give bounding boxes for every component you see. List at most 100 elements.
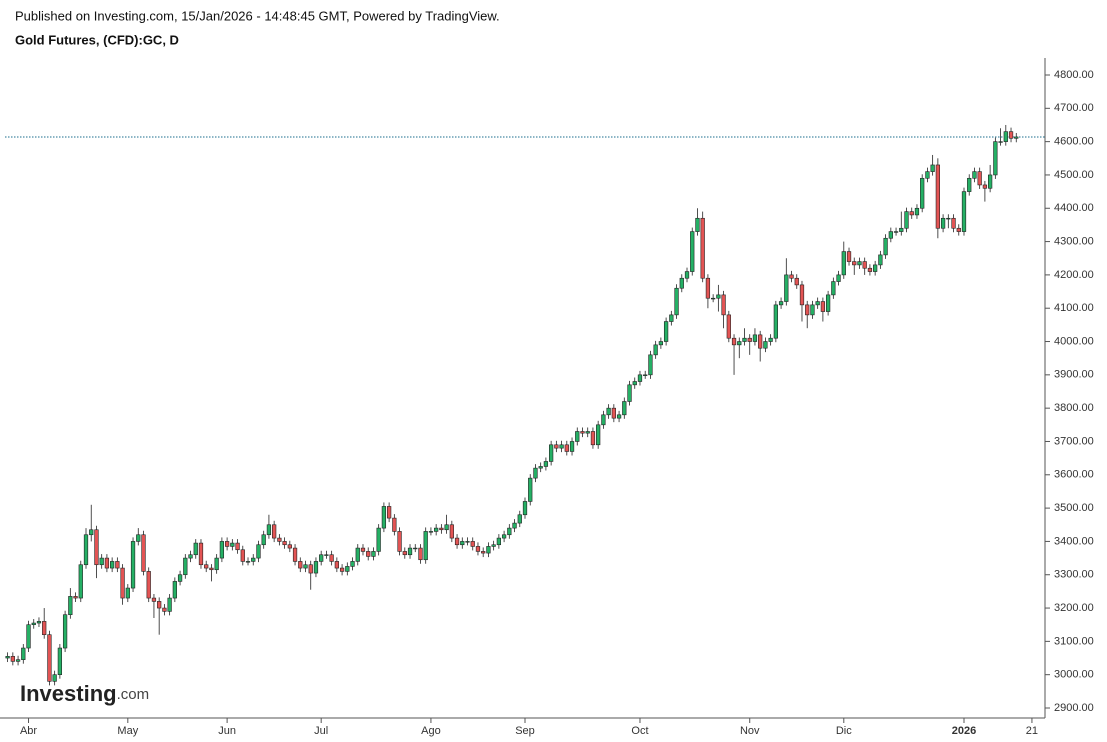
candle-body — [434, 527, 439, 532]
candle-body — [820, 301, 826, 312]
candle-body — [961, 191, 967, 232]
candle-body — [700, 217, 705, 279]
candle-body — [334, 561, 339, 569]
y-tick-label: 3800.00 — [1054, 402, 1094, 414]
y-tick-label: 4300.00 — [1054, 235, 1094, 247]
candle-body — [888, 231, 893, 239]
candle-body — [731, 337, 737, 346]
candle-body — [115, 561, 120, 569]
candle-body — [616, 414, 622, 419]
y-tick-label: 3400.00 — [1054, 535, 1094, 547]
candle-body — [538, 466, 543, 469]
candle-body — [533, 467, 538, 479]
watermark-main: Investing — [20, 681, 117, 706]
candle-body — [345, 566, 350, 572]
x-tick-label: 21 — [1026, 725, 1038, 737]
candle-body — [674, 287, 679, 316]
candle-body — [789, 274, 794, 279]
candle-body — [653, 344, 658, 356]
candle-body — [15, 659, 21, 662]
candle-body — [376, 527, 381, 552]
candle-body — [261, 534, 266, 546]
candle-body — [277, 537, 282, 542]
candle-body — [763, 341, 768, 349]
candle-body — [507, 527, 512, 536]
candle-body — [5, 656, 10, 659]
candle-body — [68, 596, 73, 616]
candle-body — [486, 546, 491, 554]
candle-body — [601, 414, 606, 426]
candle-body — [141, 534, 146, 572]
candle-body — [104, 557, 110, 569]
candle-body — [162, 607, 167, 612]
candle-body — [1008, 131, 1014, 139]
candle-body — [292, 547, 298, 562]
candle-body — [42, 621, 47, 636]
candle-body — [454, 537, 460, 546]
y-tick-label: 4400.00 — [1054, 202, 1094, 214]
candle-body — [904, 211, 909, 229]
candle-body — [873, 264, 878, 272]
candle-body — [120, 567, 125, 599]
candle-body — [867, 267, 873, 272]
candle-body — [909, 211, 914, 216]
watermark-suffix: .com — [117, 686, 150, 703]
instrument-title: Gold Futures, (CFD):GC, D — [15, 32, 179, 47]
candle-body — [972, 171, 977, 179]
candle-body — [460, 541, 465, 546]
candle-body — [397, 531, 402, 552]
candle-body — [366, 551, 371, 557]
candle-body — [977, 171, 982, 186]
candle-body — [611, 407, 616, 419]
candle-body — [522, 501, 528, 516]
candle-body — [272, 524, 277, 539]
candle-body — [151, 597, 157, 602]
x-tick-label: Jun — [218, 725, 236, 737]
candle-body — [967, 177, 972, 192]
candle-body — [987, 174, 993, 189]
y-tick-label: 4700.00 — [1054, 102, 1094, 114]
candle-body — [632, 381, 637, 386]
candle-body — [914, 207, 920, 216]
candle-body — [831, 281, 836, 296]
candle-body — [110, 561, 115, 569]
candle-body — [183, 557, 188, 576]
candle-body — [679, 277, 684, 289]
candle-body — [742, 337, 747, 342]
candle-body — [36, 621, 42, 624]
candle-body — [684, 271, 690, 279]
candle-body — [308, 564, 313, 574]
candle-body — [543, 461, 549, 467]
candle-body — [690, 231, 695, 272]
candle-body — [172, 581, 177, 599]
candle-body — [402, 551, 407, 556]
candle-body — [878, 254, 883, 266]
y-tick-label: 3900.00 — [1054, 369, 1094, 381]
candle-body — [810, 304, 815, 316]
candle-body — [282, 541, 287, 546]
candle-body — [73, 596, 78, 599]
candle-body — [209, 567, 214, 571]
candle-body — [794, 277, 799, 286]
candle-body — [935, 164, 940, 229]
candle-body — [575, 431, 580, 442]
candle-body — [339, 567, 345, 572]
candle-body — [481, 551, 486, 554]
candle-body — [99, 557, 104, 566]
candle-body — [841, 251, 846, 276]
x-tick-label: Jul — [314, 725, 328, 737]
candle-body — [465, 541, 470, 543]
candle-body — [214, 557, 219, 571]
candle-body — [52, 674, 57, 682]
candle-body — [857, 261, 862, 266]
candle-body — [956, 227, 961, 232]
candle-body — [501, 534, 507, 539]
candle-body — [444, 524, 449, 531]
candle-body — [224, 541, 230, 547]
candle-body — [413, 547, 418, 550]
y-tick-label: 3600.00 — [1054, 469, 1094, 481]
candle-body — [517, 514, 522, 524]
candle-body — [695, 217, 700, 232]
candle-body — [230, 542, 235, 547]
